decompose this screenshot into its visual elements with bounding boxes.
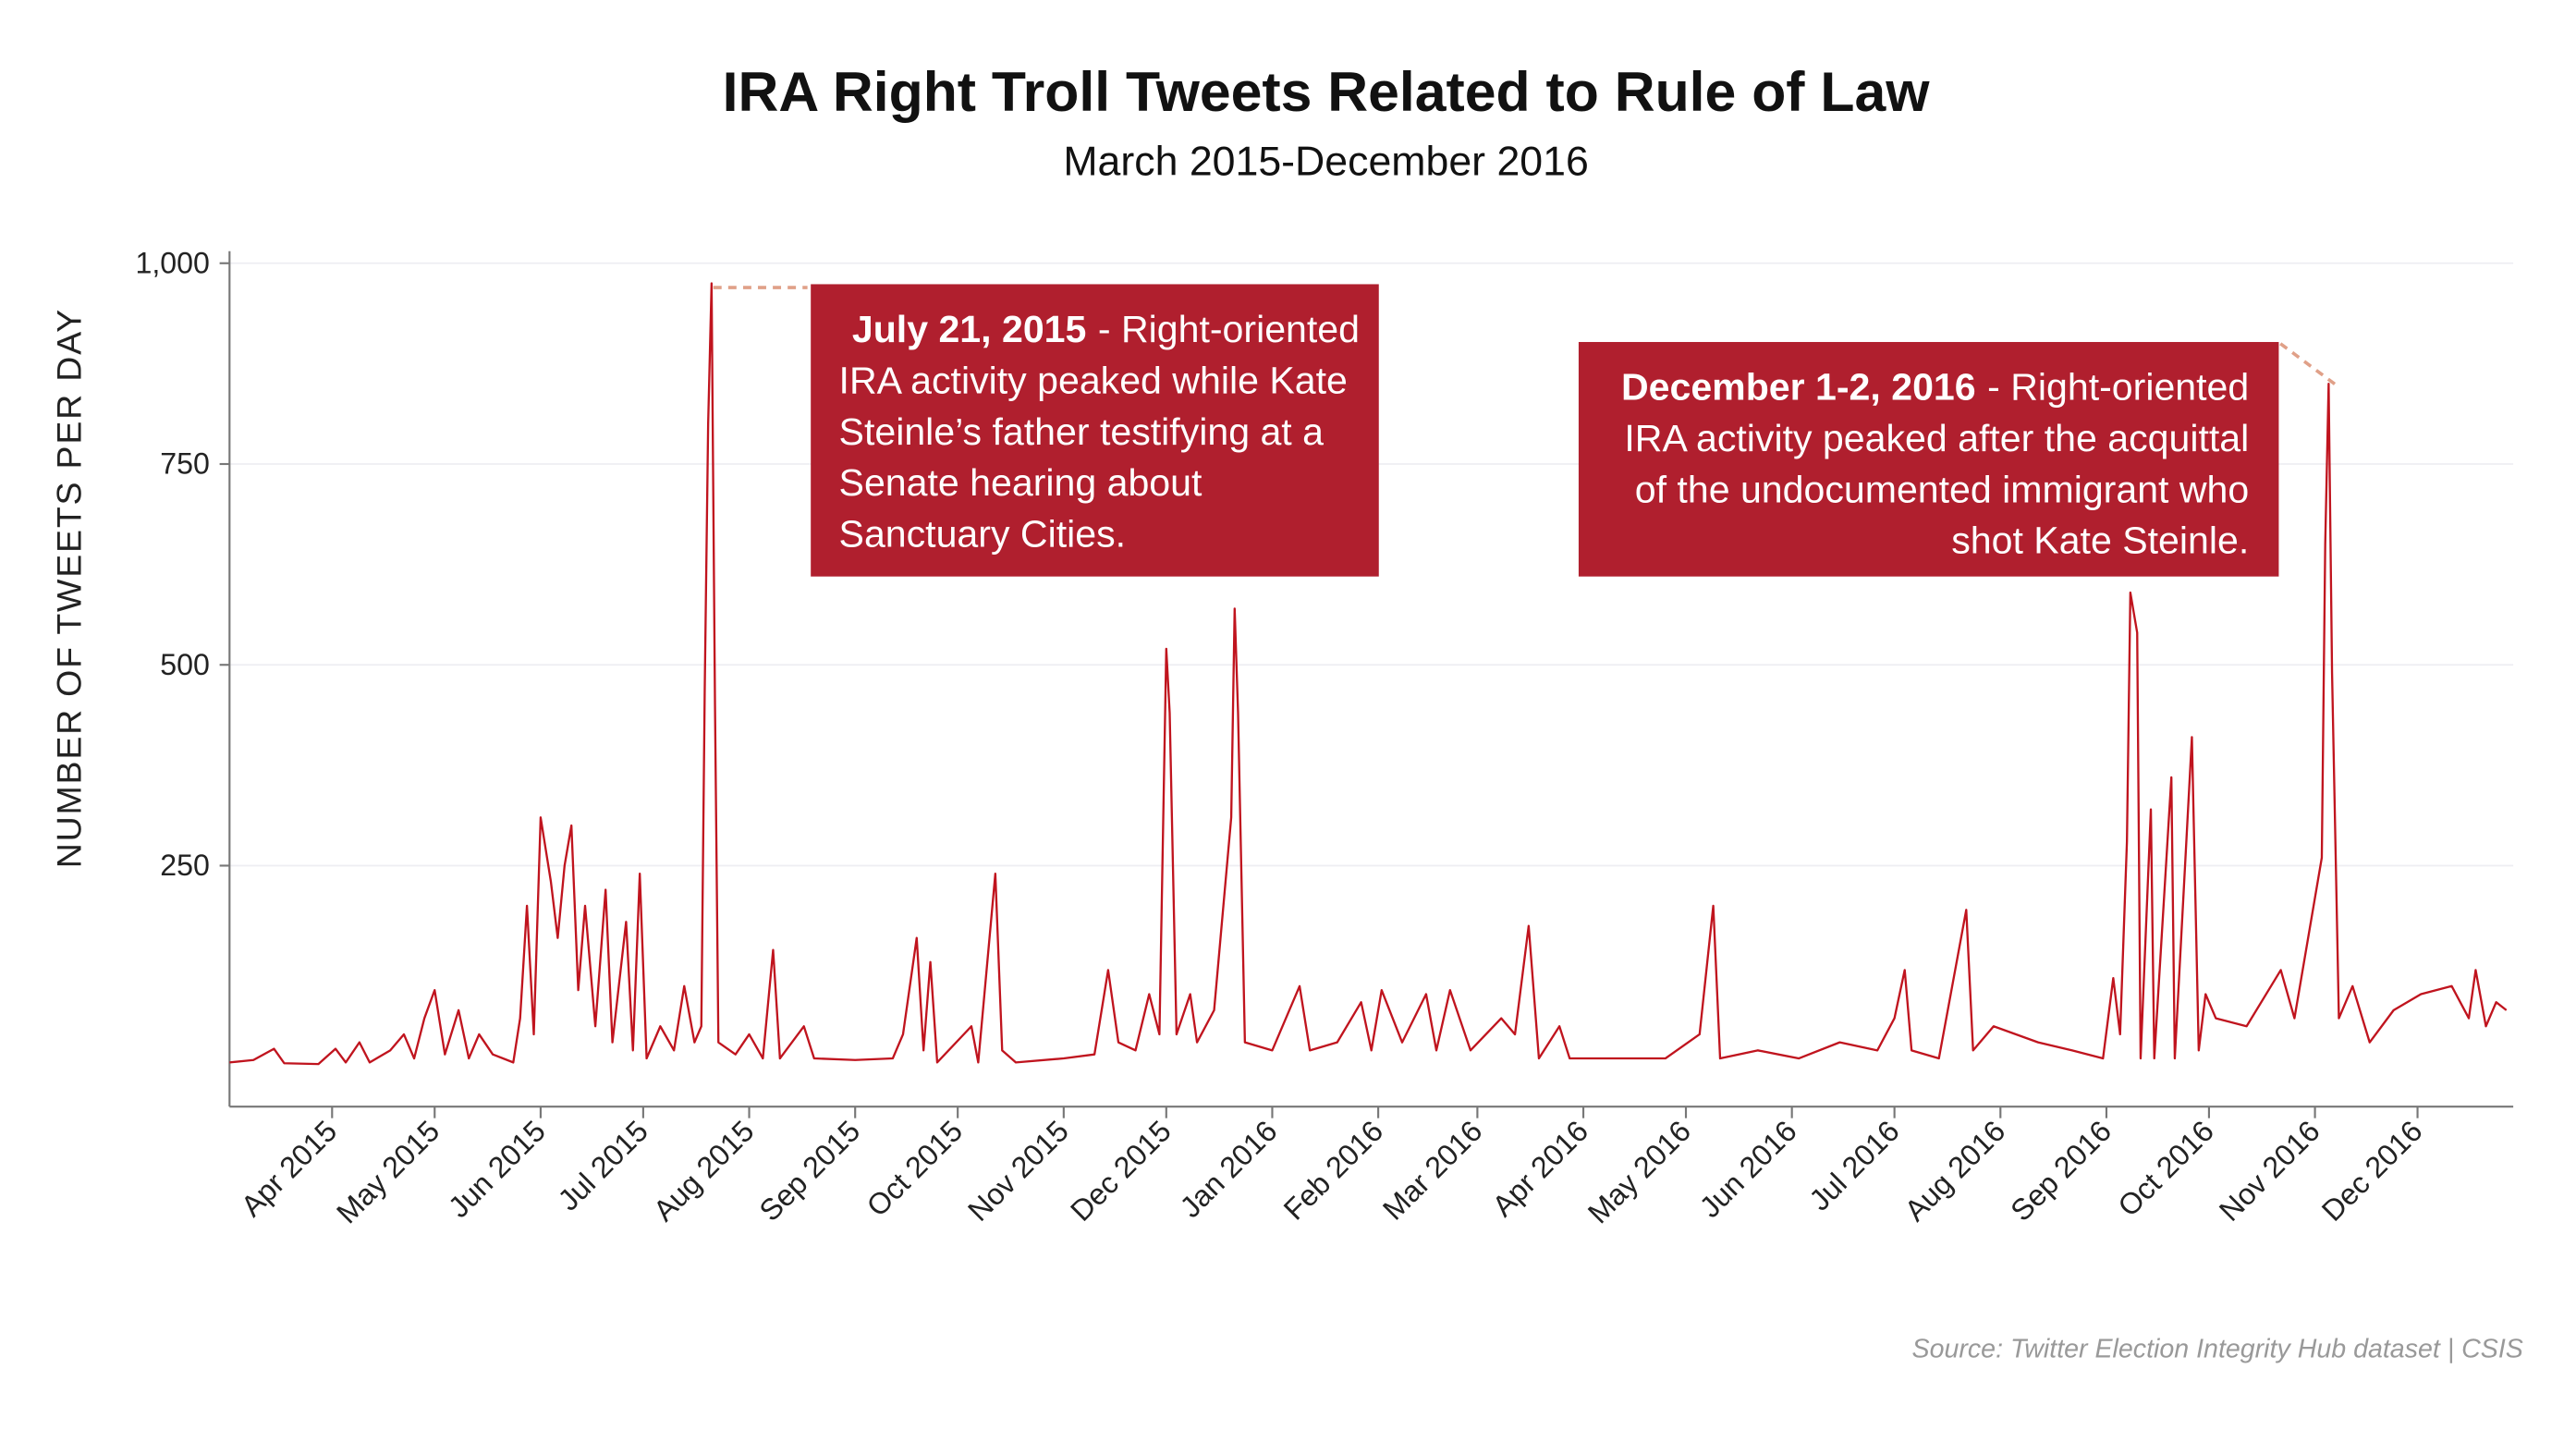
x-tick-label: Apr 2015 [235, 1114, 344, 1223]
x-tick-label: Oct 2016 [2111, 1114, 2220, 1223]
x-tick-label: Jan 2016 [1174, 1114, 1284, 1224]
x-tick-label: May 2016 [1581, 1114, 1697, 1229]
annotation-text: July 21, 2015 - Right-oriented [852, 308, 1360, 350]
annotation-line: - Right-oriented [1098, 308, 1360, 350]
x-tick-label: Dec 2015 [1064, 1114, 1178, 1228]
x-tick-label: Oct 2015 [861, 1114, 970, 1223]
y-tick-label: 1,000 [135, 246, 209, 279]
y-tick-label: 750 [160, 447, 210, 481]
x-tick-label: Sep 2016 [2004, 1114, 2118, 1228]
annotation-box [1578, 341, 2279, 577]
x-tick-label: Apr 2016 [1485, 1114, 1594, 1223]
annotation-date: December 1-2, 2016 [1621, 366, 1976, 409]
x-tick-label: May 2015 [330, 1114, 446, 1229]
annotation-line: Senate hearing about [839, 461, 1203, 504]
data-line [229, 282, 2508, 1066]
x-tick-label: Dec 2016 [2315, 1114, 2429, 1228]
x-tick-label: Jun 2016 [1693, 1114, 1803, 1224]
annotation-line: IRA activity peaked after the acquittal [1624, 417, 2249, 459]
x-tick-label: Jul 2015 [552, 1114, 654, 1216]
annotation-line: Steinle’s father testifying at a [839, 410, 1325, 453]
y-axis-label: NUMBER OF TWEETS PER DAY [50, 308, 89, 868]
annotation-text: December 1-2, 2016 - Right-oriented [1621, 366, 2249, 409]
x-tick-label: Feb 2016 [1277, 1114, 1390, 1227]
x-tick-label: Mar 2016 [1376, 1114, 1488, 1226]
x-tick-label: Nov 2016 [2213, 1114, 2326, 1228]
chart-subtitle: March 2015-December 2016 [1063, 140, 1588, 185]
annotation-box [811, 284, 1379, 577]
y-tick-label: 250 [160, 849, 210, 882]
x-tick-label: Jun 2015 [442, 1114, 552, 1224]
annotation-line: shot Kate Steinle. [1951, 519, 2249, 562]
annotation-line: Sanctuary Cities. [839, 513, 1127, 556]
annotation-line: IRA activity peaked while Kate [839, 359, 1348, 401]
y-tick-label: 500 [160, 648, 210, 681]
x-tick-label: Sep 2015 [753, 1114, 867, 1228]
x-tick-label: Nov 2015 [961, 1114, 1075, 1228]
source: Source: Twitter Election Integrity Hub d… [1912, 1335, 2523, 1364]
annotation-date: July 21, 2015 [852, 308, 1087, 350]
x-tick-label: Aug 2016 [1898, 1114, 2012, 1228]
annotation-line: - Right-oriented [1987, 366, 2249, 409]
x-tick-label: Jul 2016 [1802, 1114, 1905, 1216]
callout-line [2279, 342, 2339, 388]
annotation-line: of the undocumented immigrant who [1635, 468, 2249, 510]
x-tick-label: Aug 2015 [647, 1114, 761, 1228]
chart-title: IRA Right Troll Tweets Related to Rule o… [723, 60, 1931, 123]
